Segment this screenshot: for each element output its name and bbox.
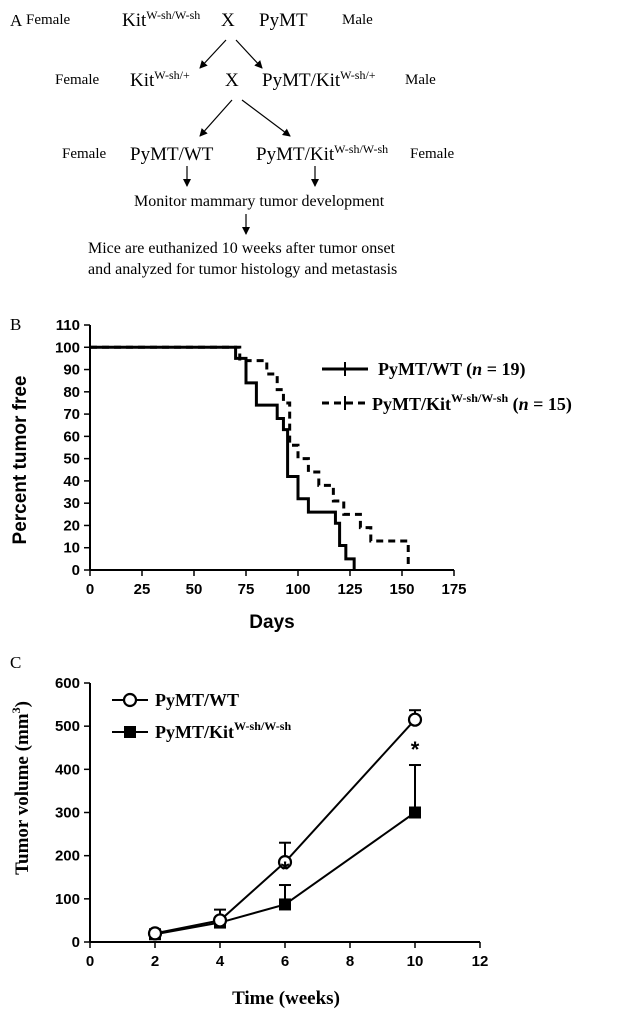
panel-c-y-tick-label: 400: [55, 761, 80, 778]
panel-b-series-1-line: [90, 345, 356, 570]
row3-female-label: Female: [62, 146, 106, 162]
legend-c-series2: PyMT/KitW-sh/W-sh: [155, 719, 291, 742]
panel-b-legend: PyMT/WT (n = 19) PyMT/KitW-sh/W-sh (n = …: [322, 359, 572, 415]
row3-pymt-wt-strain: PyMT/WT: [130, 144, 214, 165]
panel-c-square-point: [279, 898, 291, 911]
panel-c-x-tick-label: 2: [151, 953, 159, 970]
panel-b-x-tick-label: 75: [238, 581, 255, 598]
final-step-line2: and analyzed for tumor histology and met…: [88, 261, 397, 278]
panel-c: C 0 100 200 300 400 500 600 0 2 4 6 8 10 12 * * Tumor …: [9, 653, 488, 1009]
legend-c-series1: PyMT/WT: [155, 690, 239, 710]
legend-c-square-marker: [124, 726, 136, 738]
arrow-row1-left: [199, 39, 227, 69]
row2-kit-strain: KitW-sh/+: [130, 68, 190, 91]
legend-b-series1: PyMT/WT (n = 19): [378, 359, 525, 380]
panel-b-y-tick-label: 100: [55, 339, 80, 356]
panel-c-y-axis-label: Tumor volume (mm3): [9, 701, 33, 875]
panel-a: A Female KitW-sh/W-sh X PyMT Male Female…: [10, 8, 454, 278]
row1-female-label: Female: [26, 12, 70, 28]
panel-b-y-tick-label: 20: [63, 517, 80, 534]
panel-c-y-tick-label: 200: [55, 848, 80, 865]
panel-b-y-tick-label: 30: [63, 495, 80, 512]
panel-c-y-tick-label: 600: [55, 675, 80, 692]
panel-c-y-tick-label: 300: [55, 805, 80, 822]
panel-b-x-tick-label: 25: [134, 581, 151, 598]
panel-b-y-tick-label: 10: [63, 540, 80, 557]
panel-c-circle-point: [277, 855, 293, 870]
panel-c-circle-point: [212, 913, 228, 928]
row1-pymt-strain: PyMT: [259, 10, 308, 31]
panel-b-y-tick-label: 110: [56, 317, 80, 334]
row2-female-label: Female: [55, 72, 99, 88]
panel-c-axes: 0 100 200 300 400 500 600 0 2 4 6 8 10 12: [55, 675, 488, 970]
panel-c-significance-asterisk: *: [281, 857, 290, 882]
monitor-step-text: Monitor mammary tumor development: [134, 193, 385, 210]
panel-b-y-tick-label: 70: [63, 406, 80, 423]
panel-b: B 0 10 20 30 40 50 60 70 80 90 100 110 0 25 50 75 100 125…: [10, 315, 572, 633]
panel-c-x-tick-label: 8: [346, 953, 354, 970]
row1-male-label: Male: [342, 12, 373, 28]
panel-b-x-tick-label: 0: [86, 581, 94, 598]
final-step-line1: Mice are euthanized 10 weeks after tumor…: [88, 240, 396, 257]
panel-c-x-tick-label: 6: [281, 953, 289, 970]
panel-b-y-tick-label: 0: [72, 562, 80, 579]
panel-b-x-axis-label: Days: [249, 612, 294, 633]
panel-b-y-tick-label: 90: [63, 362, 80, 379]
panel-c-legend: PyMT/WT PyMT/KitW-sh/W-sh: [112, 690, 291, 742]
panel-b-x-tick-label: 175: [441, 581, 466, 598]
row2-cross-symbol: X: [225, 70, 239, 91]
panel-c-x-tick-label: 12: [472, 953, 489, 970]
legend-c-circle-marker: [122, 692, 138, 708]
panel-b-y-axis-label: Percent tumor free: [10, 376, 31, 545]
panel-c-series-2-line: [154, 811, 416, 936]
panel-c-x-tick-label: 0: [86, 953, 94, 970]
row3-pymt-kit-strain: PyMT/KitW-sh/W-sh: [256, 142, 388, 165]
panel-b-axes: 0 10 20 30 40 50 60 70 80 90 100 110 0 25 50 75 100 125 15…: [55, 317, 467, 598]
arrow-row2-left: [199, 99, 233, 137]
panel-b-label: B: [10, 315, 21, 334]
panel-b-y-tick-label: 40: [63, 473, 80, 490]
arrow-row2-right: [241, 99, 291, 137]
row1-cross-symbol: X: [221, 10, 235, 31]
panel-c-y-tick-label: 0: [72, 934, 80, 951]
row2-male-label: Male: [405, 72, 436, 88]
panel-b-x-tick-label: 50: [186, 581, 203, 598]
panel-c-label: C: [10, 653, 21, 672]
panel-b-y-tick-label: 50: [63, 451, 80, 468]
panel-c-x-tick-label: 4: [216, 953, 225, 970]
panel-c-square-point: [409, 806, 421, 819]
panel-c-x-axis-label: Time (weeks): [232, 988, 340, 1009]
panel-b-y-tick-label: 60: [63, 428, 80, 445]
row3-female-label-right: Female: [410, 146, 454, 162]
row1-kit-strain: KitW-sh/W-sh: [122, 8, 200, 31]
panel-c-circle-point: [147, 926, 163, 941]
panel-c-y-tick-label: 500: [55, 718, 80, 735]
row2-pymt-kit-strain: PyMT/KitW-sh/+: [262, 68, 376, 91]
panel-b-series-2-line: [90, 345, 410, 570]
panel-b-x-tick-label: 100: [285, 581, 310, 598]
legend-b-series2: PyMT/KitW-sh/W-sh (n = 15): [372, 391, 572, 415]
panel-a-label: A: [10, 11, 23, 30]
panel-b-x-tick-label: 150: [389, 581, 414, 598]
panel-c-circle-point: [407, 712, 423, 727]
panel-c-significance-asterisk: *: [411, 737, 420, 762]
panel-c-y-tick-label: 100: [55, 891, 80, 908]
panel-b-y-tick-label: 80: [63, 384, 80, 401]
arrow-row1-right: [235, 39, 263, 69]
panel-b-x-tick-label: 125: [337, 581, 362, 598]
panel-c-x-tick-label: 10: [407, 953, 424, 970]
panel-c-series-1-line: [154, 719, 416, 935]
